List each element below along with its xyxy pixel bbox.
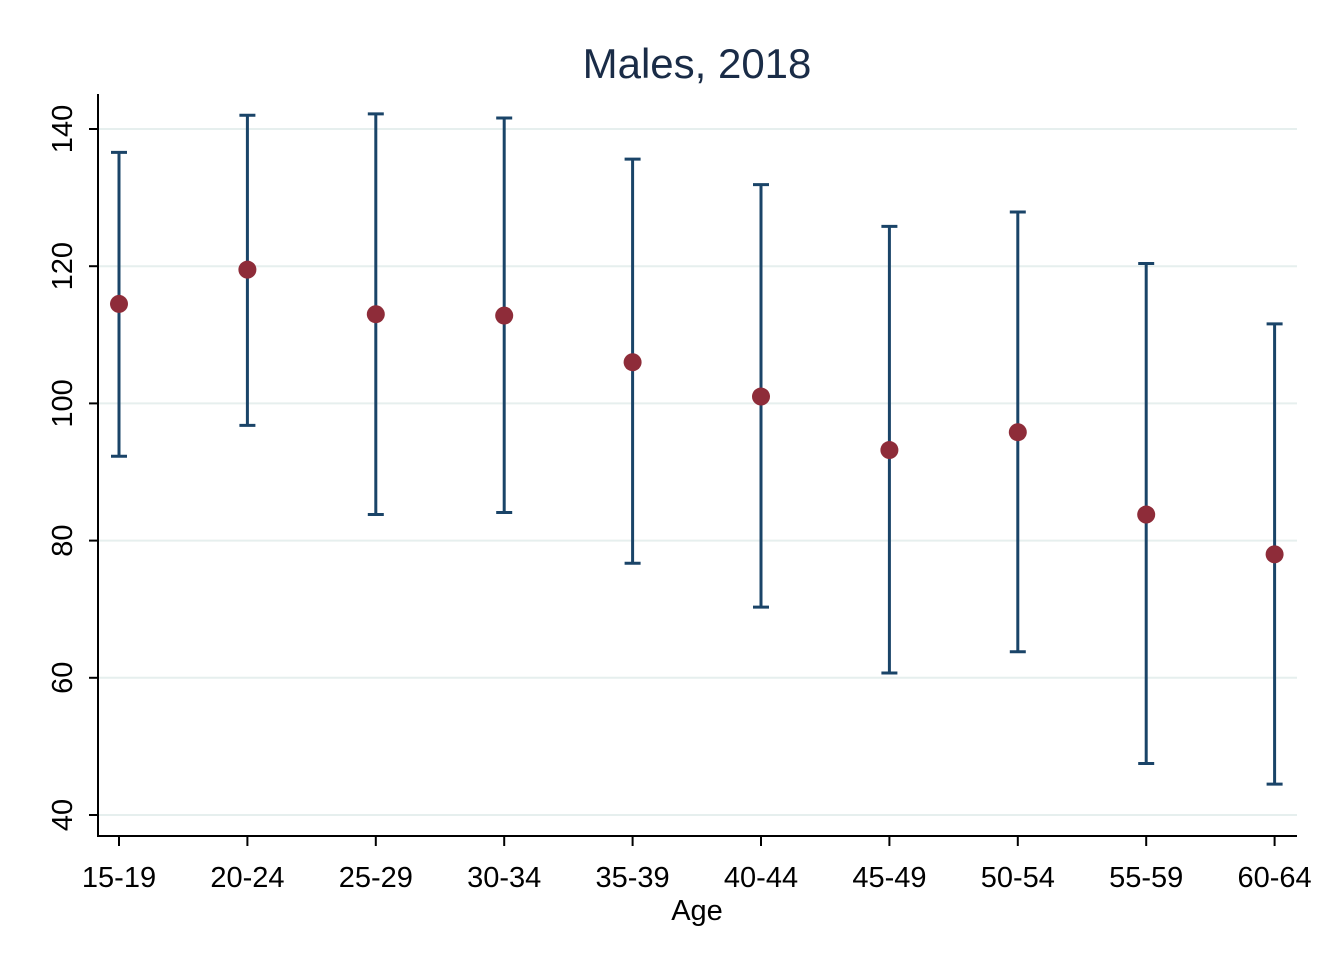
chart-title: Males, 2018 — [583, 40, 812, 87]
data-point-15-19 — [110, 294, 128, 313]
x-tick-label: 30-34 — [467, 862, 541, 894]
data-point-45-49 — [880, 441, 899, 460]
data-point-35-39 — [623, 353, 642, 372]
y-tick-label: 140 — [47, 105, 79, 153]
x-tick-label: 55-59 — [1109, 862, 1183, 894]
data-point-20-24 — [238, 260, 257, 279]
x-tick-label: 60-64 — [1238, 862, 1312, 894]
data-point-50-54 — [1008, 423, 1027, 442]
axes — [97, 94, 1297, 837]
data-point-40-44 — [752, 387, 770, 406]
x-axis-title: Age — [671, 895, 723, 927]
y-ticks: 40 60 80 100 120 140 — [47, 105, 98, 831]
data-point-30-34 — [495, 306, 514, 325]
x-tick-label: 15-19 — [82, 862, 156, 894]
points — [110, 260, 1284, 564]
y-tick-label: 60 — [47, 662, 79, 694]
x-tick-label: 20-24 — [210, 862, 284, 894]
x-tick-label: 40-44 — [724, 862, 798, 894]
x-ticks: 15-19 20-24 25-29 30-34 35-39 40-44 45-49 50-54… — [82, 836, 1312, 894]
x-tick-label: 50-54 — [981, 862, 1055, 894]
y-tick-label: 40 — [47, 799, 79, 831]
y-tick-label: 120 — [47, 242, 79, 290]
x-tick-label: 45-49 — [852, 862, 926, 894]
x-tick-label: 35-39 — [596, 862, 670, 894]
x-tick-label: 25-29 — [339, 862, 413, 894]
gridlines — [99, 128, 1297, 816]
data-point-25-29 — [366, 305, 385, 324]
y-tick-label: 80 — [47, 524, 79, 556]
y-tick-label: 100 — [47, 379, 79, 427]
data-point-55-59 — [1137, 505, 1156, 524]
error-bars — [111, 112, 1283, 786]
data-point-60-64 — [1265, 545, 1284, 564]
